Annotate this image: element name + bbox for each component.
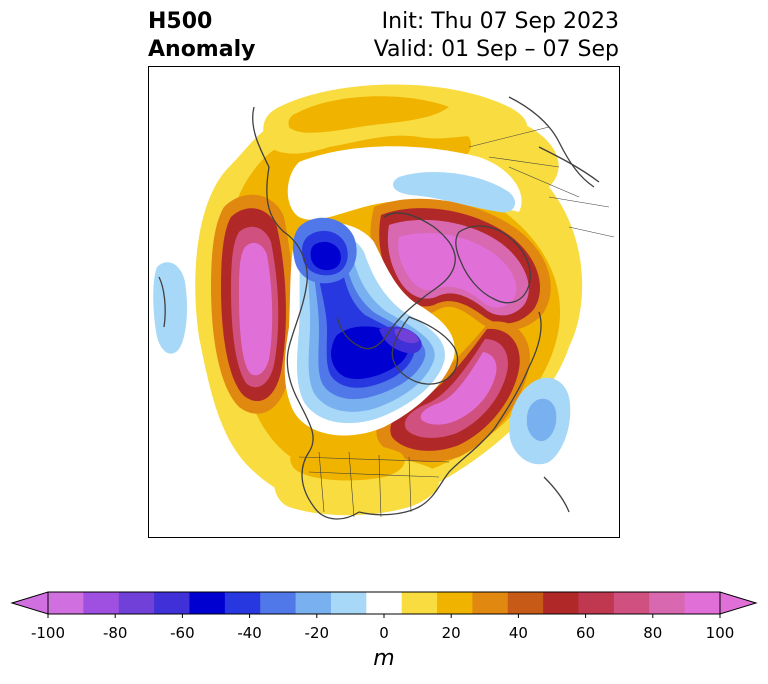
title-right: Init: Thu 07 Sep 2023 Valid: 01 Sep – 07… [374, 8, 619, 64]
colorbar-tick-label: 40 [508, 624, 528, 642]
colorbar-segment [366, 592, 403, 614]
colorbar-segment [295, 592, 332, 614]
colorbar-tick-label: 80 [643, 624, 663, 642]
colorbar-segment [330, 592, 367, 614]
title-init-time: Init: Thu 07 Sep 2023 [381, 9, 619, 34]
colorbar-tick-label: -80 [102, 624, 128, 642]
colorbar-segment [401, 592, 438, 614]
arctic-trough [392, 172, 516, 213]
colorbar-segment [224, 592, 261, 614]
title-left: H500 Anomaly [148, 8, 255, 64]
colorbar-tick-label: -100 [30, 624, 66, 642]
colorbar-segment [543, 592, 580, 614]
colorbar-units: m [373, 646, 395, 671]
borders [298, 126, 615, 518]
pacific-ridge-100 [239, 242, 273, 376]
colorbar-segment [154, 592, 190, 614]
colorbar-segment [613, 592, 650, 614]
colorbar [10, 591, 758, 618]
canada-trough-80 [394, 328, 419, 344]
title-field-name: H500 [148, 9, 213, 34]
map-panel [148, 66, 620, 538]
colorbar-segment [472, 592, 509, 614]
colorbar-tick-label: 0 [379, 624, 389, 642]
colorbar-segment [260, 592, 297, 614]
colorbar-extend-under [10, 591, 49, 615]
colorbar-tick-label: -20 [304, 624, 330, 642]
colorbar-tick-label: 20 [441, 624, 461, 642]
anomaly-map [153, 84, 615, 520]
colorbar-extend-over [719, 591, 758, 615]
colorbar-tick-label: -40 [237, 624, 262, 642]
siberia-trough-70 [310, 241, 341, 271]
colorbar-tick-label: -60 [170, 624, 195, 642]
colorbar-segment [83, 592, 120, 614]
colorbar-tick-label: 60 [576, 624, 596, 642]
eastern-canada-ridge-100 [420, 352, 497, 425]
arctic-ridge-core [288, 96, 449, 133]
colorbar-segment [118, 592, 155, 614]
coastlines [158, 96, 600, 520]
colorbar-segment [437, 592, 473, 614]
colorbar-segment [507, 592, 544, 614]
greenland-ridge-100 [398, 233, 517, 308]
southern-us-ridge-core [290, 442, 405, 481]
colorbar-segment [684, 592, 721, 614]
title-field-type: Anomaly [148, 37, 256, 62]
title-valid-period: Valid: 01 Sep – 07 Sep [373, 37, 619, 62]
colorbar-segment [189, 592, 226, 614]
colorbar-tick-label: 100 [705, 624, 735, 642]
colorbar-segment [578, 592, 615, 614]
colorbar-segment [48, 592, 84, 614]
colorbar-segment [649, 592, 686, 614]
pacific-trough [153, 262, 187, 354]
atlantic-trough-30 [526, 398, 557, 442]
